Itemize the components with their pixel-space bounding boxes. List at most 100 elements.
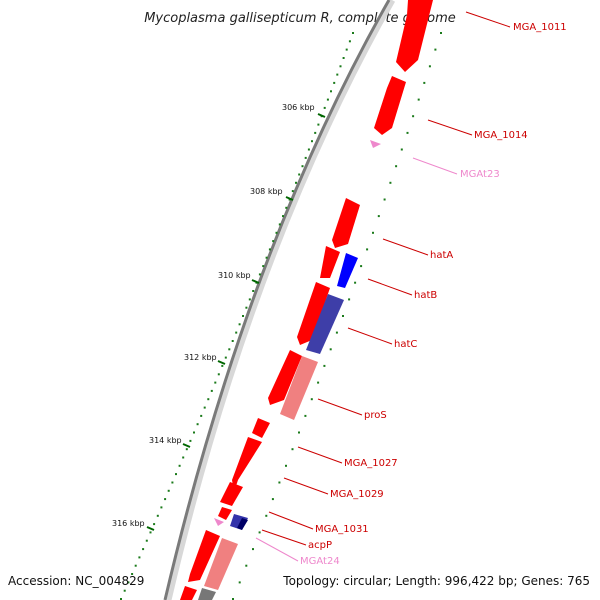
track-dot <box>304 414 307 417</box>
gene-mga-1031[interactable] <box>220 482 243 506</box>
track-dot <box>203 406 206 409</box>
gene-acpp-navy[interactable] <box>237 518 248 530</box>
track-dot <box>282 215 284 218</box>
track-dot <box>423 81 426 84</box>
track-dot <box>171 481 174 484</box>
tick-316: 316 kbp <box>112 519 155 531</box>
track-dot <box>248 298 251 301</box>
gene-hata[interactable] <box>332 198 360 248</box>
track-dot <box>252 290 255 292</box>
track-dot <box>336 73 339 76</box>
tick-310: 310 kbp <box>218 271 260 284</box>
gene-mga-1031b[interactable] <box>218 507 232 520</box>
track-dot <box>339 65 342 68</box>
track-dot <box>434 48 437 51</box>
gene-bottom-2[interactable] <box>180 586 197 600</box>
track-dot <box>342 315 344 317</box>
track-dot <box>127 581 130 584</box>
track-dot <box>298 173 301 176</box>
track-dot <box>275 231 278 234</box>
track-dot <box>193 431 195 434</box>
gene-hatb-blue[interactable] <box>337 253 358 288</box>
track-dot <box>354 281 357 284</box>
gene-mga-1027[interactable] <box>252 418 270 438</box>
tick-label: 306 kbp <box>282 103 315 112</box>
gene-pros-light[interactable] <box>280 356 318 420</box>
label-hata: hatA <box>430 250 453 261</box>
track-dot <box>160 506 163 509</box>
track-dot <box>265 256 268 259</box>
track-dot <box>323 364 326 367</box>
label-acpp: acpP <box>308 540 332 551</box>
gene-pros[interactable] <box>268 350 302 405</box>
gene-mga-1029[interactable] <box>232 437 262 492</box>
track-dot <box>235 331 238 334</box>
track-dot <box>323 106 326 109</box>
track-dot <box>389 181 392 184</box>
track-dot <box>189 439 192 442</box>
track-dot <box>245 564 248 567</box>
track-dot <box>310 398 313 401</box>
label-hatc: hatC <box>394 339 417 350</box>
track-dot <box>311 140 313 143</box>
track-dot <box>156 514 159 517</box>
tick-label: 316 kbp <box>112 519 145 528</box>
label-pros: proS <box>364 410 387 421</box>
tick-306: 306 kbp <box>282 103 326 118</box>
track-dot <box>252 548 254 551</box>
track-dot <box>238 323 241 326</box>
label-mga-1014: MGA_1014 <box>474 130 528 141</box>
track-dot <box>330 90 332 93</box>
track-dot <box>182 456 185 459</box>
track-dot <box>149 531 152 534</box>
label-mgat23: MGAt23 <box>460 169 500 180</box>
track-dot <box>307 148 310 151</box>
track-dot <box>348 298 351 301</box>
track-dot <box>153 523 156 526</box>
track-dot <box>265 514 268 517</box>
track-dot <box>395 165 398 168</box>
gene-hatb-1[interactable] <box>320 246 340 278</box>
gene-mga-1011[interactable] <box>396 0 433 72</box>
track-dot <box>329 348 332 351</box>
gene-bottom-gray[interactable] <box>198 588 216 600</box>
track-dot <box>301 165 304 168</box>
track-dot <box>278 481 281 484</box>
track-dot <box>245 306 248 309</box>
accession-text: Accession: NC_004829 <box>8 574 144 588</box>
gene-mga-1014[interactable] <box>374 76 406 135</box>
tick-label: 310 kbp <box>218 271 251 280</box>
track-dot <box>268 248 271 251</box>
track-dot <box>428 65 431 68</box>
track-dot <box>406 131 409 134</box>
track-dot <box>285 206 288 209</box>
trna-mgat24[interactable] <box>214 518 224 526</box>
gene-hatc[interactable] <box>297 282 330 345</box>
track-dot <box>262 265 265 268</box>
genome-backbone <box>163 0 396 600</box>
gene-hatc-dark[interactable] <box>306 294 344 354</box>
track-dot <box>285 464 287 467</box>
track-dot <box>348 40 351 43</box>
tick-label: 312 kbp <box>184 353 217 362</box>
track-dot <box>196 423 199 426</box>
track-dot <box>272 240 275 243</box>
label-mga-1011: MGA_1011 <box>513 22 567 33</box>
track-dot <box>134 564 137 567</box>
trna-mgat23[interactable] <box>370 140 381 148</box>
track-dot <box>175 473 177 476</box>
track-dot <box>231 340 234 342</box>
track-dot <box>271 498 274 501</box>
tick-312: 312 kbp <box>184 353 226 365</box>
track-dot <box>142 548 145 551</box>
label-mga-1027: MGA_1027 <box>344 458 398 469</box>
track-dot <box>242 315 244 317</box>
gene-bottom-1[interactable] <box>188 530 220 582</box>
track-dot <box>185 448 188 451</box>
label-leaders <box>255 11 511 562</box>
track-dot <box>291 190 294 193</box>
gene-bottom-light[interactable] <box>204 538 238 590</box>
track-dot <box>440 32 442 34</box>
track-dot <box>372 231 374 234</box>
